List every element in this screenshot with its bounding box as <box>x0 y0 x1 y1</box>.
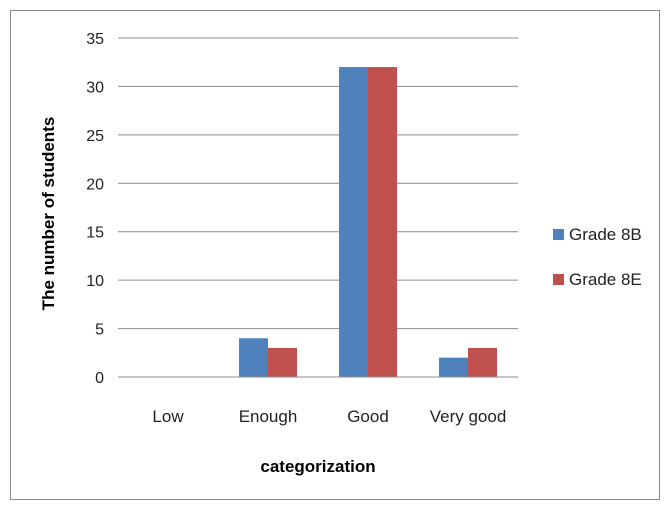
legend-label: Grade 8B <box>569 225 642 244</box>
bar-grade-8b-enough <box>239 338 268 377</box>
bar-grade-8e-very-good <box>468 347 497 377</box>
y-tick-label: 5 <box>95 322 104 339</box>
y-tick-label: 10 <box>86 273 104 290</box>
y-tick-label: 15 <box>86 225 104 242</box>
bar-grade-8b-very-good <box>439 357 468 377</box>
x-tick-labels: Low Enough Good Very good <box>152 407 506 426</box>
legend-swatch-grade-8b <box>553 229 564 240</box>
y-tick-labels: 0 5 10 15 20 25 30 35 <box>86 31 104 387</box>
y-axis-title: The number of students <box>39 117 58 311</box>
x-tick-label: Very good <box>430 407 507 426</box>
legend-label: Grade 8E <box>569 270 642 289</box>
y-tick-label: 30 <box>86 79 104 96</box>
gridlines <box>118 37 518 330</box>
bars <box>239 67 497 378</box>
x-tick-label: Good <box>347 407 389 426</box>
bar-grade-8e-good <box>368 67 397 378</box>
x-tick-label: Enough <box>239 407 298 426</box>
bar-grade-8e-enough <box>268 347 297 377</box>
x-tick-label: Low <box>152 407 184 426</box>
y-tick-label: 25 <box>86 128 104 145</box>
legend: Grade 8B Grade 8E <box>553 225 642 289</box>
x-axis-title: categorization <box>260 457 375 476</box>
y-tick-label: 20 <box>86 176 104 193</box>
legend-swatch-grade-8e <box>553 274 564 285</box>
bar-grade-8b-good <box>339 67 368 378</box>
y-tick-label: 0 <box>95 370 104 387</box>
chart-frame <box>10 10 660 500</box>
y-tick-label: 35 <box>86 31 104 48</box>
